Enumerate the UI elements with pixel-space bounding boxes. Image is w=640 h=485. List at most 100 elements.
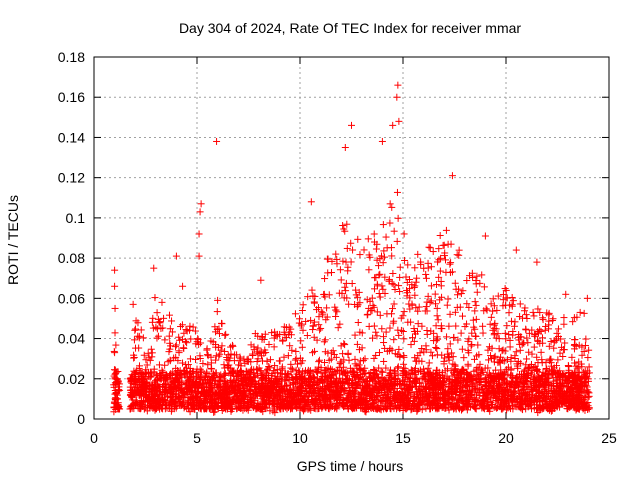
data-point [316, 326, 324, 334]
data-point [195, 230, 203, 238]
data-point [389, 269, 397, 277]
data-point [333, 255, 341, 263]
data-point [539, 316, 547, 324]
data-point [469, 316, 477, 324]
data-point [404, 261, 412, 269]
y-tick-label: 0.04 [58, 331, 85, 347]
data-point [386, 200, 394, 208]
data-point [311, 292, 319, 300]
data-point [393, 237, 401, 245]
data-point [366, 377, 374, 385]
data-point [378, 137, 386, 145]
data-point [372, 328, 380, 336]
data-point [178, 321, 186, 329]
data-point [456, 303, 464, 311]
data-point [111, 282, 119, 290]
data-point [388, 203, 396, 211]
data-point [394, 326, 402, 334]
data-point [213, 137, 221, 145]
x-axis-label: GPS time / hours [297, 458, 404, 474]
y-tick-label: 0 [77, 411, 85, 427]
data-point [365, 266, 373, 274]
data-point [433, 304, 441, 312]
data-point [321, 275, 329, 283]
data-point [547, 355, 555, 363]
data-point [351, 355, 359, 363]
data-point [536, 326, 544, 334]
data-point [422, 274, 430, 282]
data-point [320, 338, 328, 346]
data-point [242, 367, 250, 375]
data-point [403, 375, 411, 383]
data-point [503, 322, 511, 330]
data-point [561, 339, 569, 347]
data-point [151, 294, 159, 302]
data-point [422, 270, 430, 278]
data-point [533, 258, 541, 266]
data-point [562, 290, 570, 298]
data-point [336, 320, 344, 328]
data-point [134, 319, 142, 327]
data-point [132, 317, 140, 325]
data-point [378, 325, 386, 333]
data-point [360, 246, 368, 254]
data-point [512, 348, 520, 356]
data-point [129, 300, 137, 308]
x-tick-label: 20 [498, 430, 514, 446]
data-point [433, 345, 441, 353]
data-point [135, 332, 143, 340]
data-point [395, 282, 403, 290]
data-point [266, 407, 274, 415]
data-point [505, 309, 513, 317]
data-point [323, 304, 331, 312]
data-point [511, 318, 519, 326]
data-point [304, 293, 312, 301]
data-point [420, 264, 428, 272]
data-point [112, 341, 120, 349]
axis-ticks: 00.020.040.060.080.10.120.140.160.180 5 10… [58, 49, 617, 446]
data-point [467, 342, 475, 350]
data-points [110, 81, 593, 417]
data-point [332, 312, 340, 320]
data-point [218, 320, 226, 328]
data-point [474, 341, 482, 349]
data-point [390, 336, 398, 344]
data-point [390, 317, 398, 325]
data-point [427, 263, 435, 271]
data-point [165, 332, 173, 340]
data-point [310, 299, 318, 307]
data-point [423, 307, 431, 315]
data-point [126, 383, 134, 391]
x-tick-label: 15 [395, 430, 411, 446]
data-point [298, 343, 306, 351]
data-point [157, 324, 165, 332]
y-tick-label: 0.14 [58, 129, 85, 145]
data-point [512, 374, 520, 382]
data-point [343, 220, 351, 228]
data-point [560, 314, 568, 322]
data-point [525, 348, 533, 356]
data-point [446, 260, 454, 268]
data-point [516, 300, 524, 308]
x-tick-label: 5 [193, 430, 201, 446]
data-point [111, 266, 119, 274]
data-point [470, 367, 478, 375]
data-point [348, 121, 355, 129]
data-point [478, 271, 486, 279]
data-point [486, 320, 494, 328]
data-point [315, 358, 323, 366]
data-point [390, 227, 398, 235]
data-point [192, 355, 200, 363]
data-point [393, 188, 401, 196]
data-point [442, 226, 450, 234]
data-point [522, 326, 530, 334]
data-point [426, 298, 434, 306]
data-point [457, 329, 465, 337]
data-point [490, 373, 498, 381]
data-point [394, 81, 402, 89]
data-point [560, 320, 568, 328]
data-point [463, 406, 471, 414]
data-point [483, 306, 491, 314]
data-point [394, 214, 402, 222]
